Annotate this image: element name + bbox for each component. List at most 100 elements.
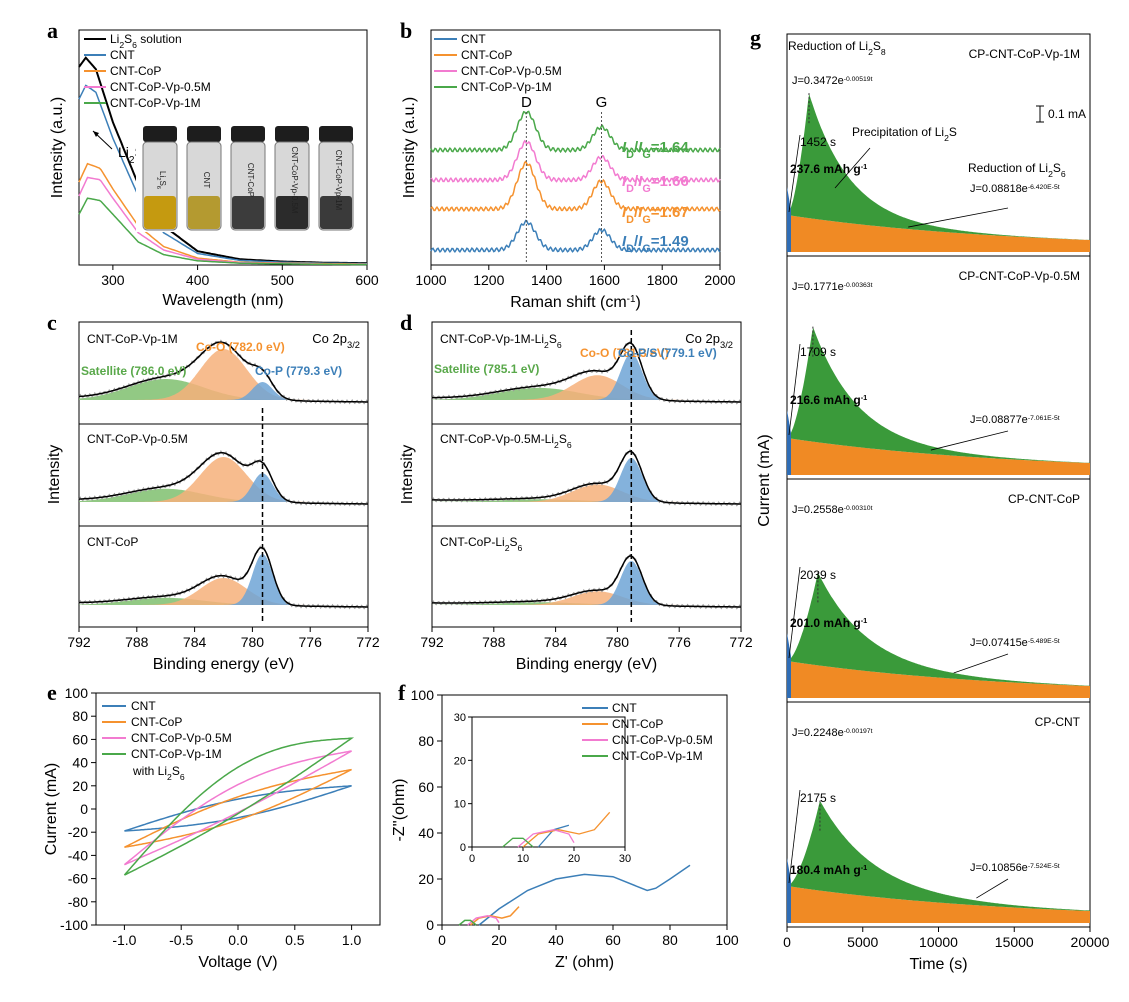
y-tick-label: 20 bbox=[454, 755, 466, 767]
legend-entry: CNT-CoP-Vp-0.5M bbox=[461, 64, 562, 78]
x-tick-label: 0.0 bbox=[228, 932, 248, 948]
vial-liquid bbox=[188, 196, 220, 229]
xps-component bbox=[79, 578, 368, 605]
text-part: S bbox=[509, 535, 517, 549]
legend-entry: CNT-CoP-Vp-0.5M bbox=[612, 733, 713, 747]
legend-entry: CNT-CoP-Vp-1M bbox=[110, 96, 201, 110]
x-tick-label: 772 bbox=[356, 634, 380, 650]
text-part: CNT-CoP bbox=[110, 64, 161, 78]
text-part: 2 bbox=[1048, 169, 1053, 179]
subplot-title: CP-CNT-CoP-Vp-1M bbox=[969, 47, 1080, 61]
x-axis-title: Time (s) bbox=[909, 956, 967, 973]
text-part: -0.00363t bbox=[844, 282, 873, 289]
eis-series-0 bbox=[478, 864, 691, 926]
y-tick-label: 0 bbox=[460, 842, 466, 854]
text-part: 237.6 mAh g bbox=[790, 162, 861, 176]
x-tick-label: 1000 bbox=[415, 272, 446, 288]
id-ig-ratio: ID/IG=1.67 bbox=[622, 204, 689, 226]
x-tick-label: -1.0 bbox=[112, 932, 136, 948]
band-label: G bbox=[596, 94, 608, 111]
text-part: 8 bbox=[881, 47, 886, 57]
text-part: 3/2 bbox=[720, 340, 733, 350]
text-part: 2 bbox=[129, 155, 135, 166]
text-part: 6 bbox=[518, 543, 523, 553]
text-part: I bbox=[638, 233, 643, 250]
text-part: 6 bbox=[567, 440, 572, 450]
panel-letter: a bbox=[47, 18, 58, 43]
orbital-label: Co 2p3/2 bbox=[312, 331, 360, 350]
y-tick-label: 60 bbox=[418, 779, 434, 795]
text-part: 2 bbox=[868, 47, 873, 57]
inset-series-3 bbox=[502, 837, 534, 848]
text-part: / bbox=[634, 139, 639, 156]
leader-line bbox=[908, 207, 1009, 228]
raman-series-1 bbox=[430, 160, 721, 213]
x-tick-label: 784 bbox=[183, 634, 207, 650]
inset-series-1 bbox=[522, 811, 611, 848]
panel-d-axes bbox=[431, 321, 742, 628]
text-part: S bbox=[549, 332, 557, 346]
x-tick-label: 2000 bbox=[704, 272, 735, 288]
x-tick-label: 20000 bbox=[1071, 934, 1110, 950]
sample-label: CNT-CoP-Vp-0.5M bbox=[87, 432, 188, 446]
capacity-label: 201.0 mAh g-1 bbox=[790, 616, 867, 631]
x-tick-label: 792 bbox=[67, 634, 91, 650]
vial-liquid bbox=[232, 196, 264, 229]
text-part: CNT-CoP-Vp-0.5M-Li bbox=[440, 432, 554, 446]
leader-line bbox=[976, 878, 1009, 899]
text-part: 6 bbox=[132, 40, 137, 50]
x-tick-label: 788 bbox=[125, 634, 149, 650]
fit-equation: J=0.1771e-0.00363t bbox=[792, 281, 873, 293]
text-part: Reduction of Li bbox=[968, 161, 1048, 175]
panel-letter: e bbox=[47, 680, 57, 705]
text-part: S bbox=[559, 432, 567, 446]
annotation-arrow bbox=[834, 147, 871, 189]
text-part: J=0.2558e bbox=[792, 504, 844, 516]
fill-green bbox=[787, 327, 1090, 463]
text-part: =1.64 bbox=[651, 139, 690, 156]
panel-letter: f bbox=[398, 680, 406, 705]
text-part: =1.66 bbox=[651, 173, 689, 190]
text-part: CNT-CoP-Vp-0.5M bbox=[290, 146, 299, 213]
text-part: I bbox=[638, 139, 643, 156]
subplot-title: CP-CNT-CoP-Vp-0.5M bbox=[959, 269, 1080, 283]
fill-blue bbox=[787, 858, 791, 923]
peak-time: 1452 s bbox=[800, 135, 836, 149]
text-part: I bbox=[622, 204, 627, 221]
y-tick-label: 80 bbox=[72, 708, 88, 724]
y-axis-title: Current (mA) bbox=[756, 434, 773, 526]
fill-blue bbox=[787, 633, 791, 698]
x-tick-label: 780 bbox=[606, 634, 630, 650]
text-part: G bbox=[642, 183, 650, 195]
legend-entry: CNT-CoP-Vp-0.5M bbox=[110, 80, 211, 94]
y-tick-label: 100 bbox=[65, 685, 89, 701]
y-tick-label: -40 bbox=[68, 847, 88, 863]
vial-label: Li2S6 bbox=[155, 171, 167, 189]
vial-label: CNT-CoP-Vp-0.5M bbox=[290, 146, 299, 213]
text-part: CNT-CoP-Vp-0.5M bbox=[110, 80, 211, 94]
vial-cap bbox=[143, 126, 177, 142]
sample-label: CNT-CoP-Li2S6 bbox=[440, 535, 523, 553]
peak-time: 1709 s bbox=[800, 345, 836, 359]
y-axis-title: Intensity (a.u.) bbox=[49, 97, 66, 198]
subplot-title: CP-CNT bbox=[1035, 715, 1081, 729]
x-tick-label: 5000 bbox=[847, 934, 878, 950]
text-part: Raman shift (cm bbox=[510, 294, 626, 311]
eis-series-2 bbox=[467, 915, 500, 926]
y-axis-title: Intensity (a.u.) bbox=[401, 97, 418, 198]
legend-entry: CNT-CoP-Vp-0.5M bbox=[131, 731, 232, 745]
text-part: G bbox=[642, 214, 650, 226]
text-part: -7.061E-5t bbox=[1028, 415, 1060, 422]
y-axis-title: Current (mA) bbox=[43, 763, 60, 855]
arrow-head bbox=[93, 131, 99, 137]
fit-equation: J=0.08877e-7.061E-5t bbox=[970, 414, 1060, 426]
xps-fit-envelope bbox=[432, 450, 741, 505]
x-tick-label: 1600 bbox=[589, 272, 620, 288]
sample-label: CNT-CoP bbox=[87, 535, 138, 549]
text-part: CNT-CoP bbox=[87, 535, 138, 549]
vial-label: CNT-CoP-Vp-1M bbox=[334, 150, 343, 211]
legend-entry: CNT bbox=[131, 699, 156, 713]
y-tick-label: 20 bbox=[72, 778, 88, 794]
text-part: 6 bbox=[155, 186, 161, 189]
text-part: D bbox=[626, 214, 634, 226]
